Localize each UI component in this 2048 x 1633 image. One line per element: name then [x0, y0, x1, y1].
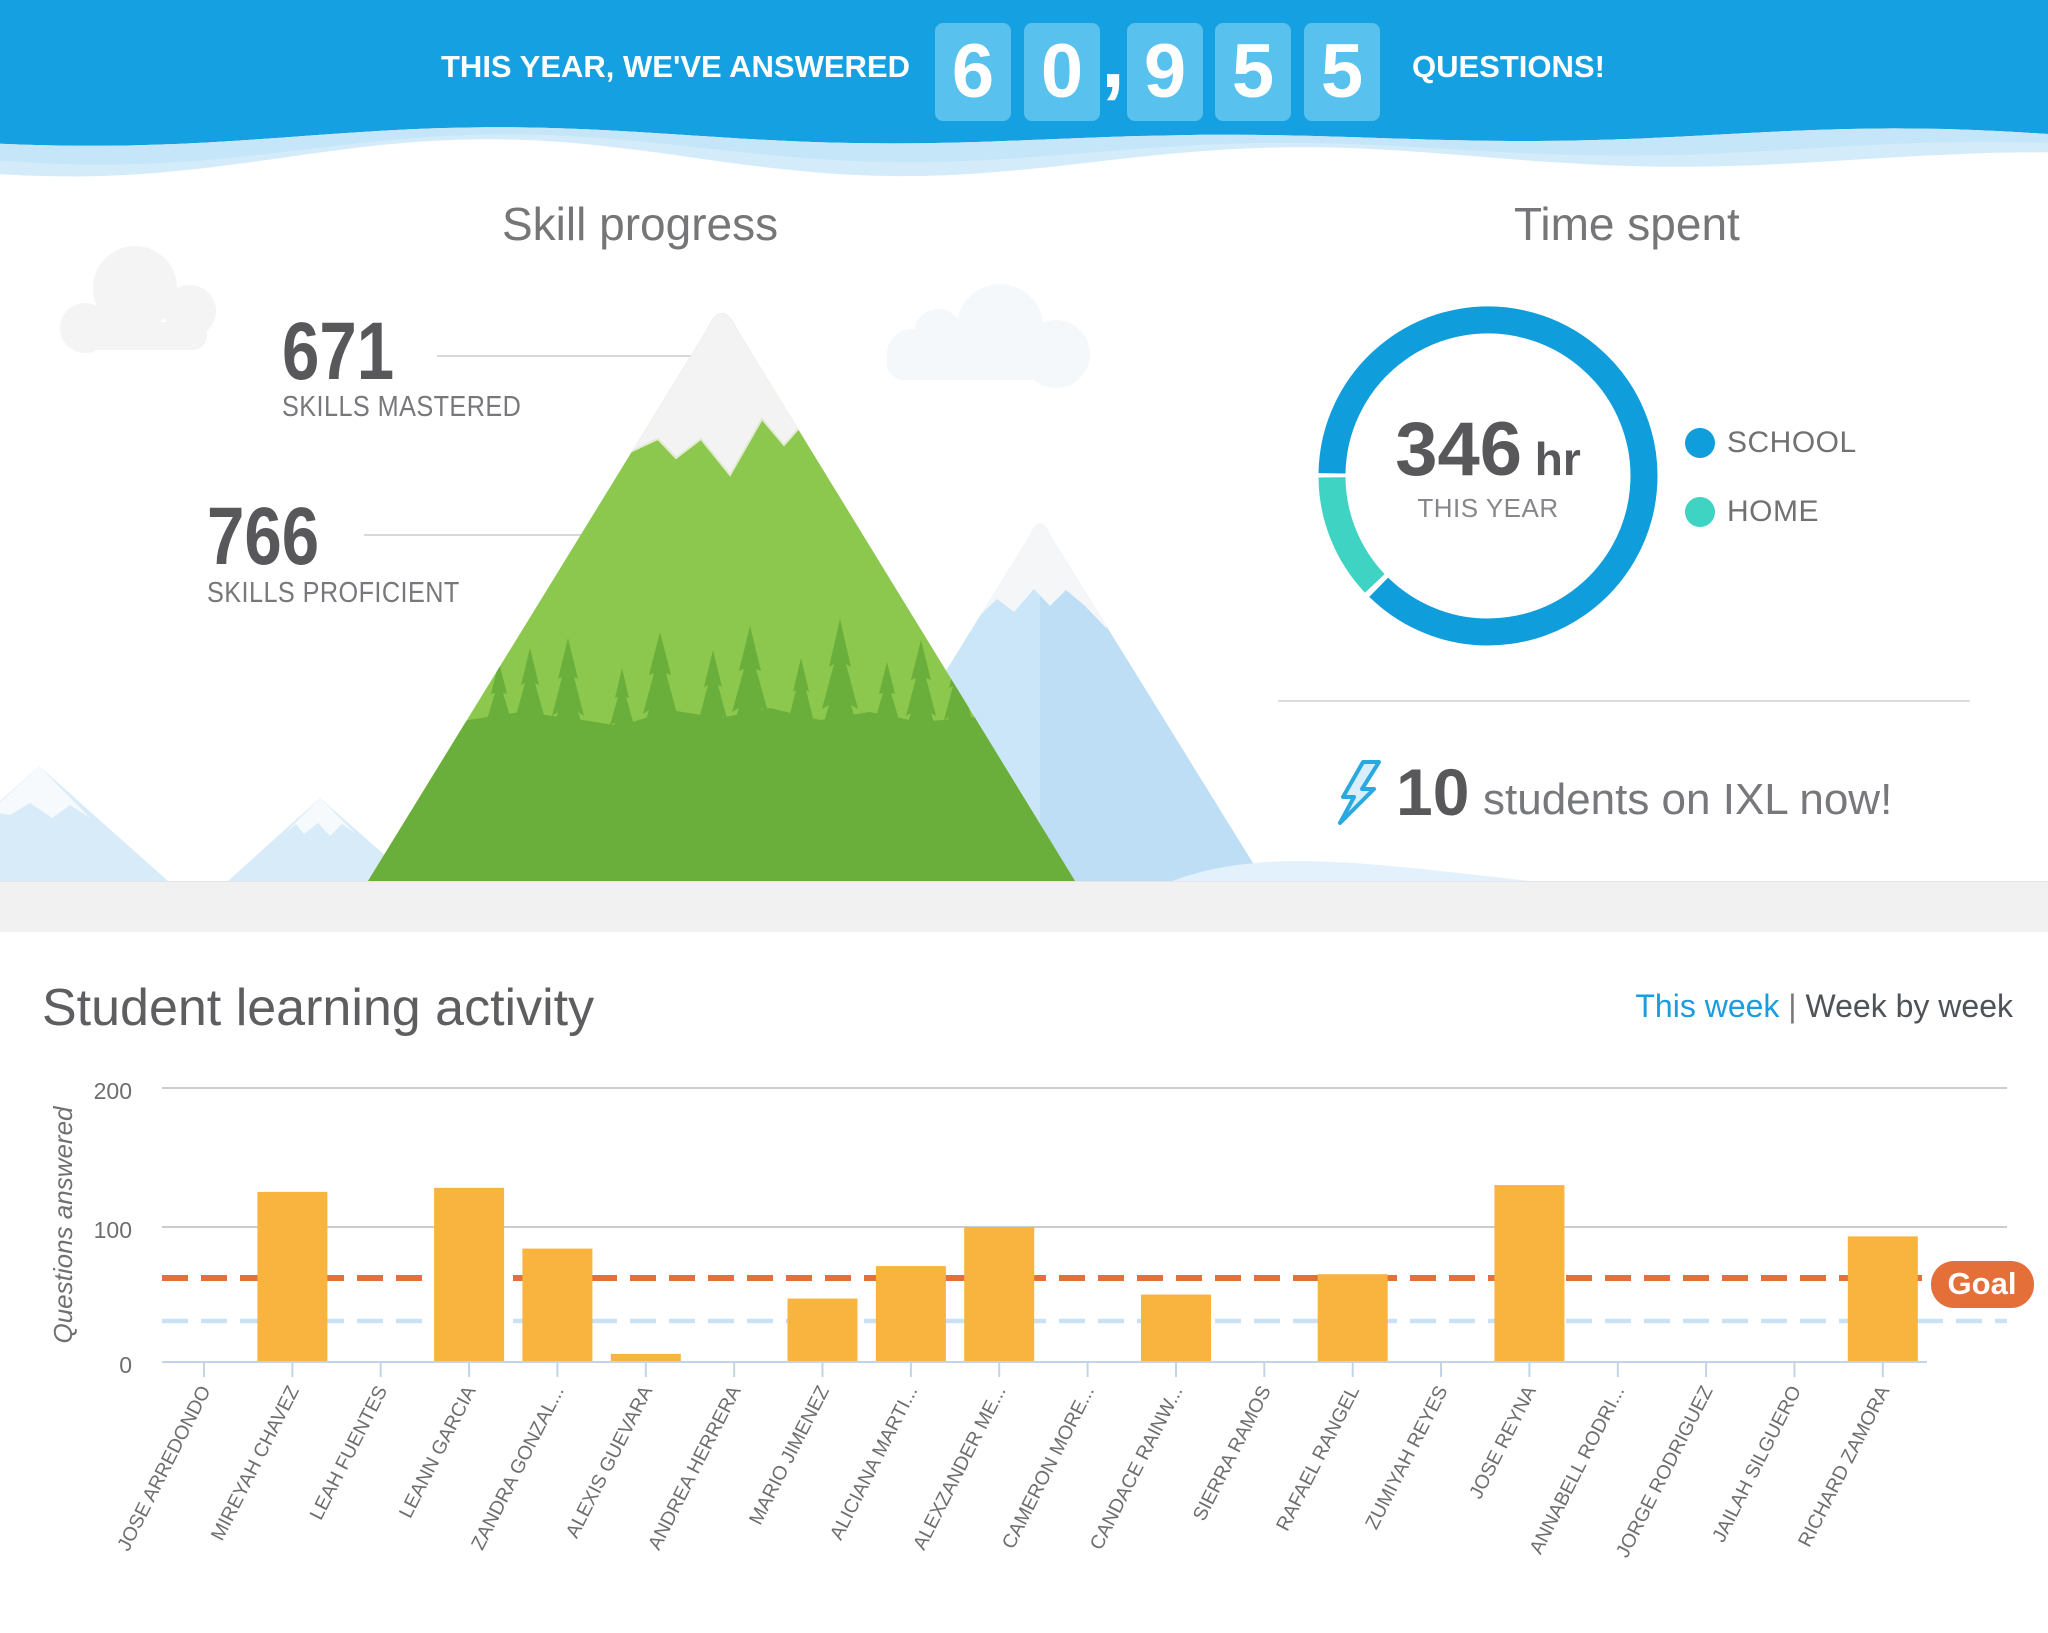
- svg-text:LEAH FUENTES: LEAH FUENTES: [306, 1382, 393, 1523]
- svg-text:JORGE RODRIGUEZ: JORGE RODRIGUEZ: [1612, 1382, 1718, 1561]
- svg-text:JOSE ARREDONDO: JOSE ARREDONDO: [113, 1382, 215, 1554]
- svg-text:MARIO JIMENEZ: MARIO JIMENEZ: [745, 1382, 834, 1528]
- svg-text:CAMERON MORE...: CAMERON MORE...: [998, 1382, 1099, 1552]
- svg-text:ALICIANA MARTI...: ALICIANA MARTI...: [826, 1382, 923, 1543]
- svg-text:JAILAH SILGUERO: JAILAH SILGUERO: [1708, 1382, 1806, 1546]
- svg-text:ZUMIYAH REYES: ZUMIYAH REYES: [1361, 1382, 1452, 1533]
- svg-text:Questions answered: Questions answered: [48, 1105, 78, 1344]
- svg-text:LEANN GARCIA: LEANN GARCIA: [395, 1382, 481, 1521]
- svg-text:100: 100: [94, 1217, 132, 1243]
- svg-text:ANDREA HERRERA: ANDREA HERRERA: [644, 1382, 746, 1553]
- svg-text:MIREYAH CHAVEZ: MIREYAH CHAVEZ: [207, 1382, 304, 1544]
- svg-text:CANDACE RAINW...: CANDACE RAINW...: [1086, 1382, 1188, 1553]
- svg-text:RICHARD ZAMORA: RICHARD ZAMORA: [1794, 1382, 1894, 1550]
- svg-text:ALEXIS GUEVARA: ALEXIS GUEVARA: [562, 1382, 658, 1541]
- svg-text:SIERRA RAMOS: SIERRA RAMOS: [1189, 1382, 1276, 1524]
- svg-text:ANNABELL RODRI...: ANNABELL RODRI...: [1525, 1382, 1629, 1557]
- svg-text:0: 0: [119, 1352, 132, 1378]
- svg-text:RAFAEL RANGEL: RAFAEL RANGEL: [1272, 1382, 1364, 1534]
- svg-text:ZANDRA GONZAL...: ZANDRA GONZAL...: [467, 1382, 569, 1553]
- svg-text:200: 200: [94, 1078, 132, 1104]
- svg-text:JOSE REYNA: JOSE REYNA: [1465, 1382, 1541, 1502]
- svg-text:ALEXZANDER ME...: ALEXZANDER ME...: [909, 1382, 1011, 1553]
- svg-text:Goal: Goal: [1948, 1266, 2017, 1301]
